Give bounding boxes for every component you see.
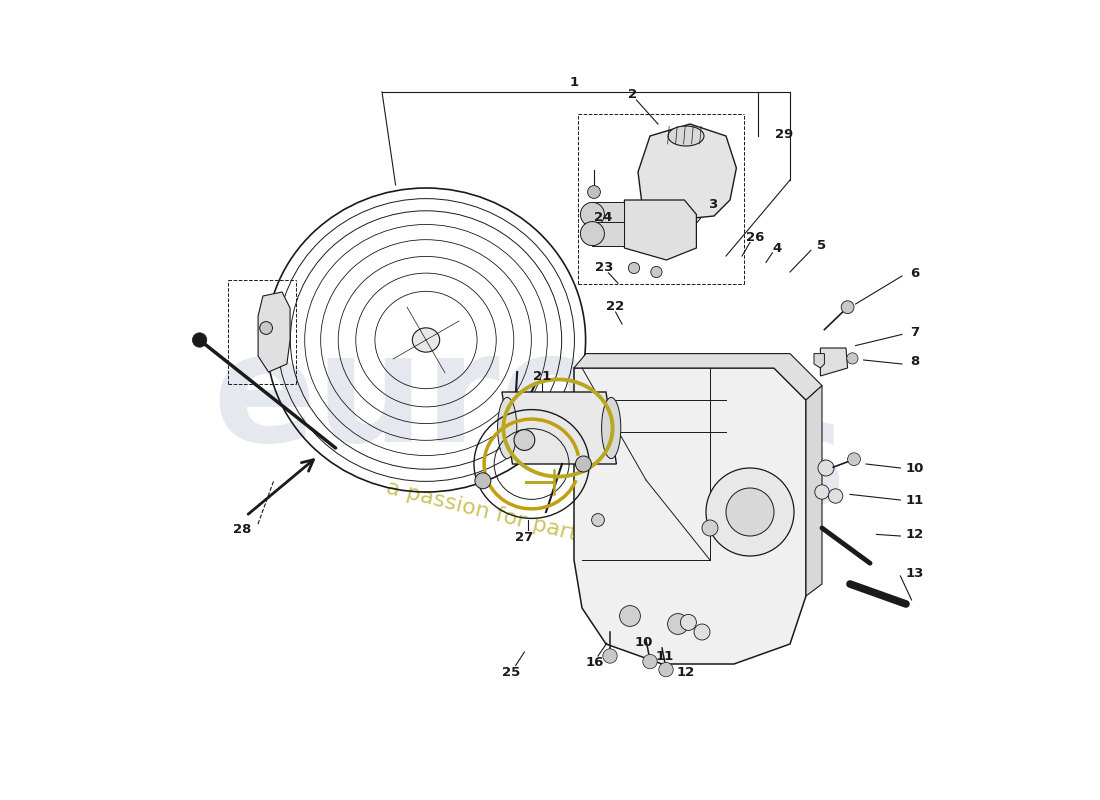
Circle shape bbox=[842, 301, 854, 314]
Text: 16: 16 bbox=[585, 656, 604, 669]
Circle shape bbox=[628, 262, 639, 274]
Text: 24: 24 bbox=[594, 211, 613, 224]
Text: 4: 4 bbox=[772, 242, 782, 254]
Text: euros: euros bbox=[212, 326, 696, 474]
Text: 3: 3 bbox=[707, 198, 717, 210]
Circle shape bbox=[847, 353, 858, 364]
Circle shape bbox=[828, 489, 843, 503]
Polygon shape bbox=[502, 392, 616, 464]
Polygon shape bbox=[258, 292, 290, 372]
Text: a passion for parts since 1985: a passion for parts since 1985 bbox=[384, 478, 716, 578]
Ellipse shape bbox=[668, 126, 704, 146]
Circle shape bbox=[475, 473, 491, 489]
Ellipse shape bbox=[412, 328, 440, 352]
Text: 21: 21 bbox=[532, 370, 551, 382]
Circle shape bbox=[702, 520, 718, 536]
Circle shape bbox=[815, 485, 829, 499]
Circle shape bbox=[592, 514, 604, 526]
Text: 12: 12 bbox=[676, 666, 695, 678]
Circle shape bbox=[668, 614, 689, 634]
Circle shape bbox=[260, 322, 273, 334]
Text: 23: 23 bbox=[595, 261, 614, 274]
Text: 10: 10 bbox=[905, 462, 924, 474]
Text: 12: 12 bbox=[905, 528, 924, 541]
Text: 29: 29 bbox=[776, 128, 793, 141]
Circle shape bbox=[848, 453, 860, 466]
Circle shape bbox=[726, 488, 774, 536]
Circle shape bbox=[192, 333, 207, 347]
Ellipse shape bbox=[602, 398, 620, 458]
Circle shape bbox=[659, 662, 673, 677]
Text: 1: 1 bbox=[570, 76, 579, 89]
Polygon shape bbox=[806, 386, 822, 596]
Text: 25: 25 bbox=[503, 666, 520, 678]
Polygon shape bbox=[574, 354, 822, 400]
Text: 2: 2 bbox=[628, 88, 637, 101]
Text: 11: 11 bbox=[656, 650, 673, 662]
Circle shape bbox=[581, 202, 604, 226]
Circle shape bbox=[694, 624, 710, 640]
Circle shape bbox=[581, 222, 604, 246]
Circle shape bbox=[818, 460, 834, 476]
Circle shape bbox=[706, 468, 794, 556]
Polygon shape bbox=[625, 200, 696, 260]
Text: 28: 28 bbox=[233, 523, 251, 536]
Text: 11: 11 bbox=[905, 494, 924, 506]
Polygon shape bbox=[814, 354, 824, 368]
Polygon shape bbox=[574, 368, 806, 664]
Circle shape bbox=[642, 654, 657, 669]
Text: 8: 8 bbox=[910, 355, 920, 368]
Polygon shape bbox=[593, 222, 625, 246]
Text: es: es bbox=[652, 390, 847, 538]
Text: 10: 10 bbox=[635, 636, 652, 649]
Text: 22: 22 bbox=[606, 300, 624, 313]
Circle shape bbox=[681, 614, 696, 630]
Circle shape bbox=[575, 456, 592, 472]
Circle shape bbox=[514, 430, 535, 450]
Text: 6: 6 bbox=[910, 267, 920, 280]
Circle shape bbox=[603, 649, 617, 663]
Polygon shape bbox=[821, 348, 848, 376]
Text: 7: 7 bbox=[910, 326, 920, 338]
Circle shape bbox=[619, 606, 640, 626]
Text: 13: 13 bbox=[905, 567, 924, 580]
Text: 5: 5 bbox=[817, 239, 826, 252]
Ellipse shape bbox=[497, 398, 517, 458]
Circle shape bbox=[587, 186, 601, 198]
Text: 27: 27 bbox=[515, 531, 534, 544]
Circle shape bbox=[651, 266, 662, 278]
Text: 26: 26 bbox=[746, 231, 764, 244]
Polygon shape bbox=[638, 124, 736, 220]
Polygon shape bbox=[593, 202, 625, 226]
